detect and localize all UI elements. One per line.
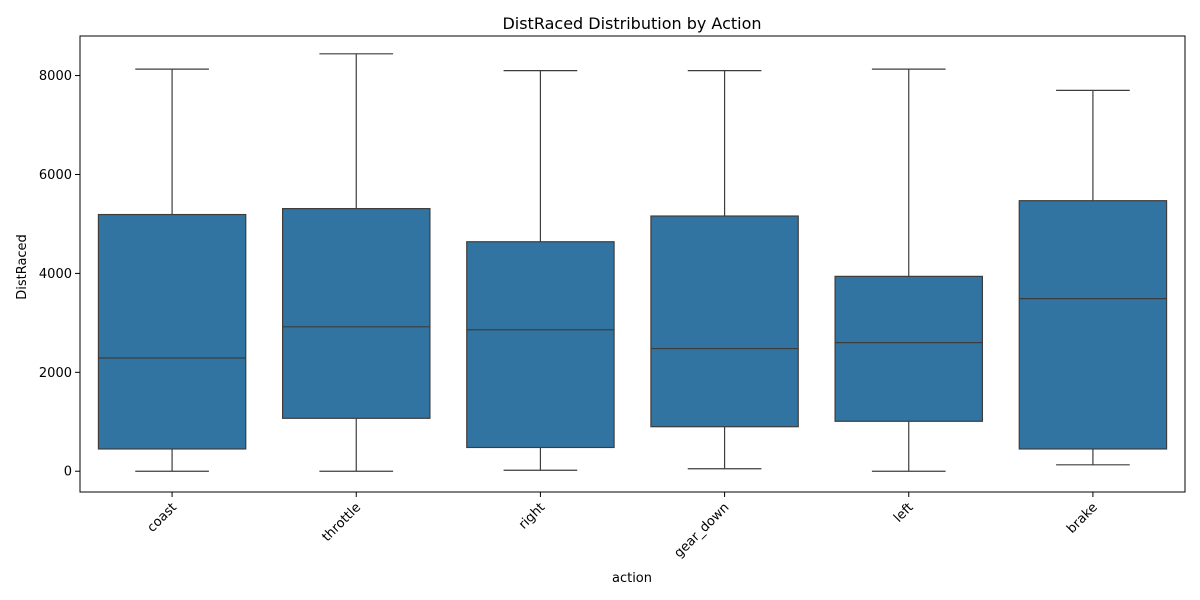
plot-frame — [79, 35, 1186, 493]
box-iqr — [1018, 200, 1168, 450]
box-group-coast — [97, 68, 247, 472]
x-tick-label: throttle — [319, 500, 364, 545]
y-tick-label: 4000 — [39, 267, 72, 282]
chart-title: DistRaced Distribution by Action — [502, 14, 761, 33]
x-tick-label: coast — [145, 500, 180, 535]
box-iqr — [97, 213, 247, 450]
x-tick-label: brake — [1064, 500, 1101, 537]
box-iqr — [281, 208, 431, 419]
box-iqr — [650, 215, 799, 428]
box-group-right — [466, 70, 615, 471]
y-tick-label: 2000 — [39, 366, 72, 381]
y-axis-label: DistRaced — [15, 234, 30, 300]
plot-area: 0 2000 4000 6000 8000 coast throttle right gear_… — [39, 53, 1168, 561]
y-tick-label: 0 — [64, 465, 72, 480]
box-group-throttle — [281, 53, 431, 472]
x-tick-label: right — [516, 500, 548, 532]
y-tick-label: 8000 — [39, 69, 72, 84]
y-tick-label: 6000 — [39, 168, 72, 183]
box-iqr — [834, 275, 984, 422]
box-group-gear_down — [650, 70, 799, 470]
x-axis-label: action — [612, 571, 652, 586]
box-iqr — [466, 241, 615, 449]
box-group-left — [834, 68, 984, 472]
box-group-brake — [1018, 89, 1168, 466]
x-tick-label: gear_down — [672, 500, 733, 561]
x-tick-label: left — [891, 500, 917, 526]
